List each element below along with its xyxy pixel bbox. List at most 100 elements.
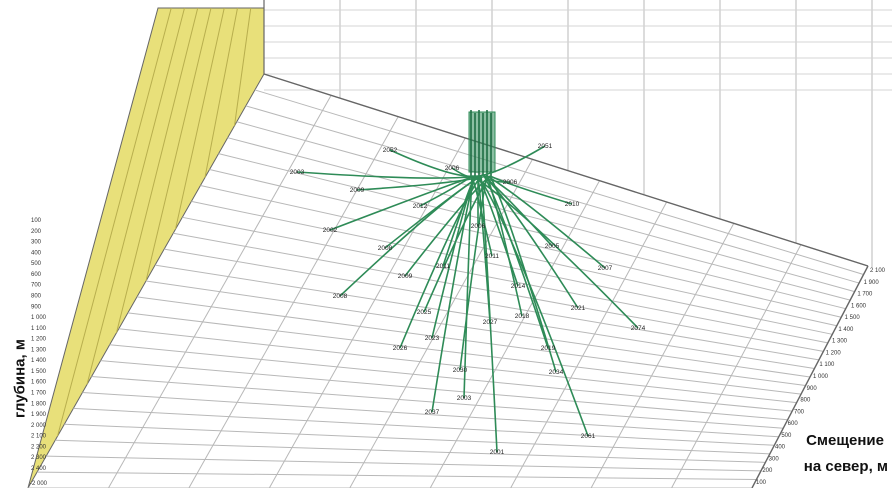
well-trajectory xyxy=(480,175,498,453)
floor-grid-col xyxy=(268,137,466,488)
north-tick-label: 1 000 xyxy=(813,374,829,380)
floor-grid-col xyxy=(590,223,735,488)
depth-axis-ticks: 100 200 300 400 500 600 700 800 900 1 000 1 100 1 2… xyxy=(30,218,48,487)
well-label: 2003 xyxy=(290,169,305,176)
well-label: 2018 xyxy=(515,313,530,320)
north-tick-label: 500 xyxy=(781,433,792,439)
north-tick-label: 1 300 xyxy=(832,339,848,345)
north-tick-label: 1 600 xyxy=(851,303,867,309)
north-tick-label: 2 100 xyxy=(870,268,886,274)
depth-tick-label: 1 600 xyxy=(31,380,47,386)
depth-tick-label: 1 700 xyxy=(31,391,47,397)
well-trajectory xyxy=(486,175,523,317)
depth-tick-label: 2 400 xyxy=(31,466,47,472)
floor-grid-col xyxy=(429,180,600,488)
north-tick-label: 1 900 xyxy=(864,280,880,286)
depth-tick-label: 1 100 xyxy=(31,326,47,332)
well-label: 2037 xyxy=(425,409,440,416)
depth-tick-label: 100 xyxy=(31,218,42,224)
wall-grid-line xyxy=(57,7,172,437)
well-label: 2051 xyxy=(538,143,553,150)
well-label: 2001 xyxy=(490,449,505,456)
north-tick-label: 300 xyxy=(769,456,780,462)
floor-grid-col xyxy=(188,116,399,488)
well-trajectory xyxy=(489,175,557,373)
depth-tick-label: 2 300 xyxy=(31,455,47,461)
well-label: 2026 xyxy=(393,345,408,352)
floor-grid-row xyxy=(37,471,757,480)
north-tick-label: 900 xyxy=(807,386,818,392)
floor-grid-row xyxy=(200,184,837,327)
depth-tick-label: 2 100 xyxy=(31,434,47,440)
floor-grid-row xyxy=(64,423,770,455)
north-tick-label: 1 700 xyxy=(857,292,873,298)
well-label: 2010 xyxy=(565,201,580,208)
well-trajectory xyxy=(389,149,476,178)
back-wall-grid xyxy=(263,0,892,268)
well-label: 2006 xyxy=(445,165,460,172)
well-trajectory xyxy=(399,175,482,349)
well-trajectory xyxy=(483,175,579,309)
well-trajectory xyxy=(404,175,491,277)
depth-tick-label: 1 900 xyxy=(31,412,47,418)
well-labels: 2051 2052 2006 2003 2006 2009 2010 2012 2002 2006… xyxy=(290,143,646,456)
depth-tick-label: 700 xyxy=(31,283,42,289)
floor-grid-row xyxy=(118,328,797,404)
floor-grid-row xyxy=(136,296,806,387)
north-tick-label: 400 xyxy=(775,445,786,451)
depth-wall xyxy=(27,7,265,488)
well-label: 2008 xyxy=(333,293,348,300)
well-label: 2019 xyxy=(541,345,556,352)
well-trajectory xyxy=(459,175,488,371)
well-label: 2007 xyxy=(598,265,613,272)
wall-grid-line xyxy=(204,7,238,178)
north-tick-label: 1 400 xyxy=(838,327,854,333)
depth-tick-label: 1 300 xyxy=(31,347,47,353)
floor-grid-row xyxy=(55,439,766,463)
north-tick-label: 200 xyxy=(762,468,773,474)
well-label: 2005 xyxy=(545,243,560,250)
north-tick-label: 600 xyxy=(788,421,799,427)
wall-grid-line xyxy=(175,7,225,230)
north-tick-label: 1 100 xyxy=(819,362,835,368)
depth-tick-label: 2 000 xyxy=(31,423,47,429)
floor-grid-row xyxy=(100,360,788,421)
depth-tick-label: 1 200 xyxy=(31,337,47,343)
floor-grid-row xyxy=(182,216,828,344)
wall-grid-line xyxy=(145,7,212,282)
bottom-tick-label: -2 000 xyxy=(30,481,48,487)
well-label: 2061 xyxy=(581,433,596,440)
depth-tick-label: 2 200 xyxy=(31,444,47,450)
depth-tick-label: 600 xyxy=(31,272,42,278)
well-label: 2011 xyxy=(485,253,499,260)
floor-back-edge xyxy=(263,73,869,267)
floor-grid-row xyxy=(245,105,860,284)
well-label: 2034 xyxy=(549,369,564,376)
floor-grid-row xyxy=(154,264,815,369)
floor-grid-row xyxy=(164,248,820,361)
well-label: 2030 xyxy=(453,367,468,374)
x-axis-label-line2: на север, м xyxy=(803,458,888,475)
well-label: 2027 xyxy=(483,319,498,326)
depth-tick-label: 1 000 xyxy=(31,315,47,321)
floor-grid-row xyxy=(227,137,851,301)
x-axis-label-line1: Смещение xyxy=(806,432,884,449)
y-axis-label: глубина, м xyxy=(11,339,29,418)
floor-grid-row xyxy=(73,407,775,446)
well-label: 2009 xyxy=(350,187,365,194)
wall-grid-line xyxy=(86,7,185,385)
depth-tick-label: 1 400 xyxy=(31,358,47,364)
well-label: 2025 xyxy=(417,309,432,316)
north-tick-label: 700 xyxy=(794,409,805,415)
well-label: 2006 xyxy=(471,223,486,230)
depth-wall-panel xyxy=(27,7,265,488)
well-label: 2002 xyxy=(323,227,338,234)
depth-tick-label: 800 xyxy=(31,293,42,299)
depth-tick-label: 400 xyxy=(31,250,42,256)
floor-grid-row xyxy=(109,344,793,412)
chart-frame xyxy=(263,0,869,488)
floor-grid-col xyxy=(671,244,802,488)
well-trajectory xyxy=(477,175,589,437)
wall-grid-line xyxy=(116,7,199,333)
